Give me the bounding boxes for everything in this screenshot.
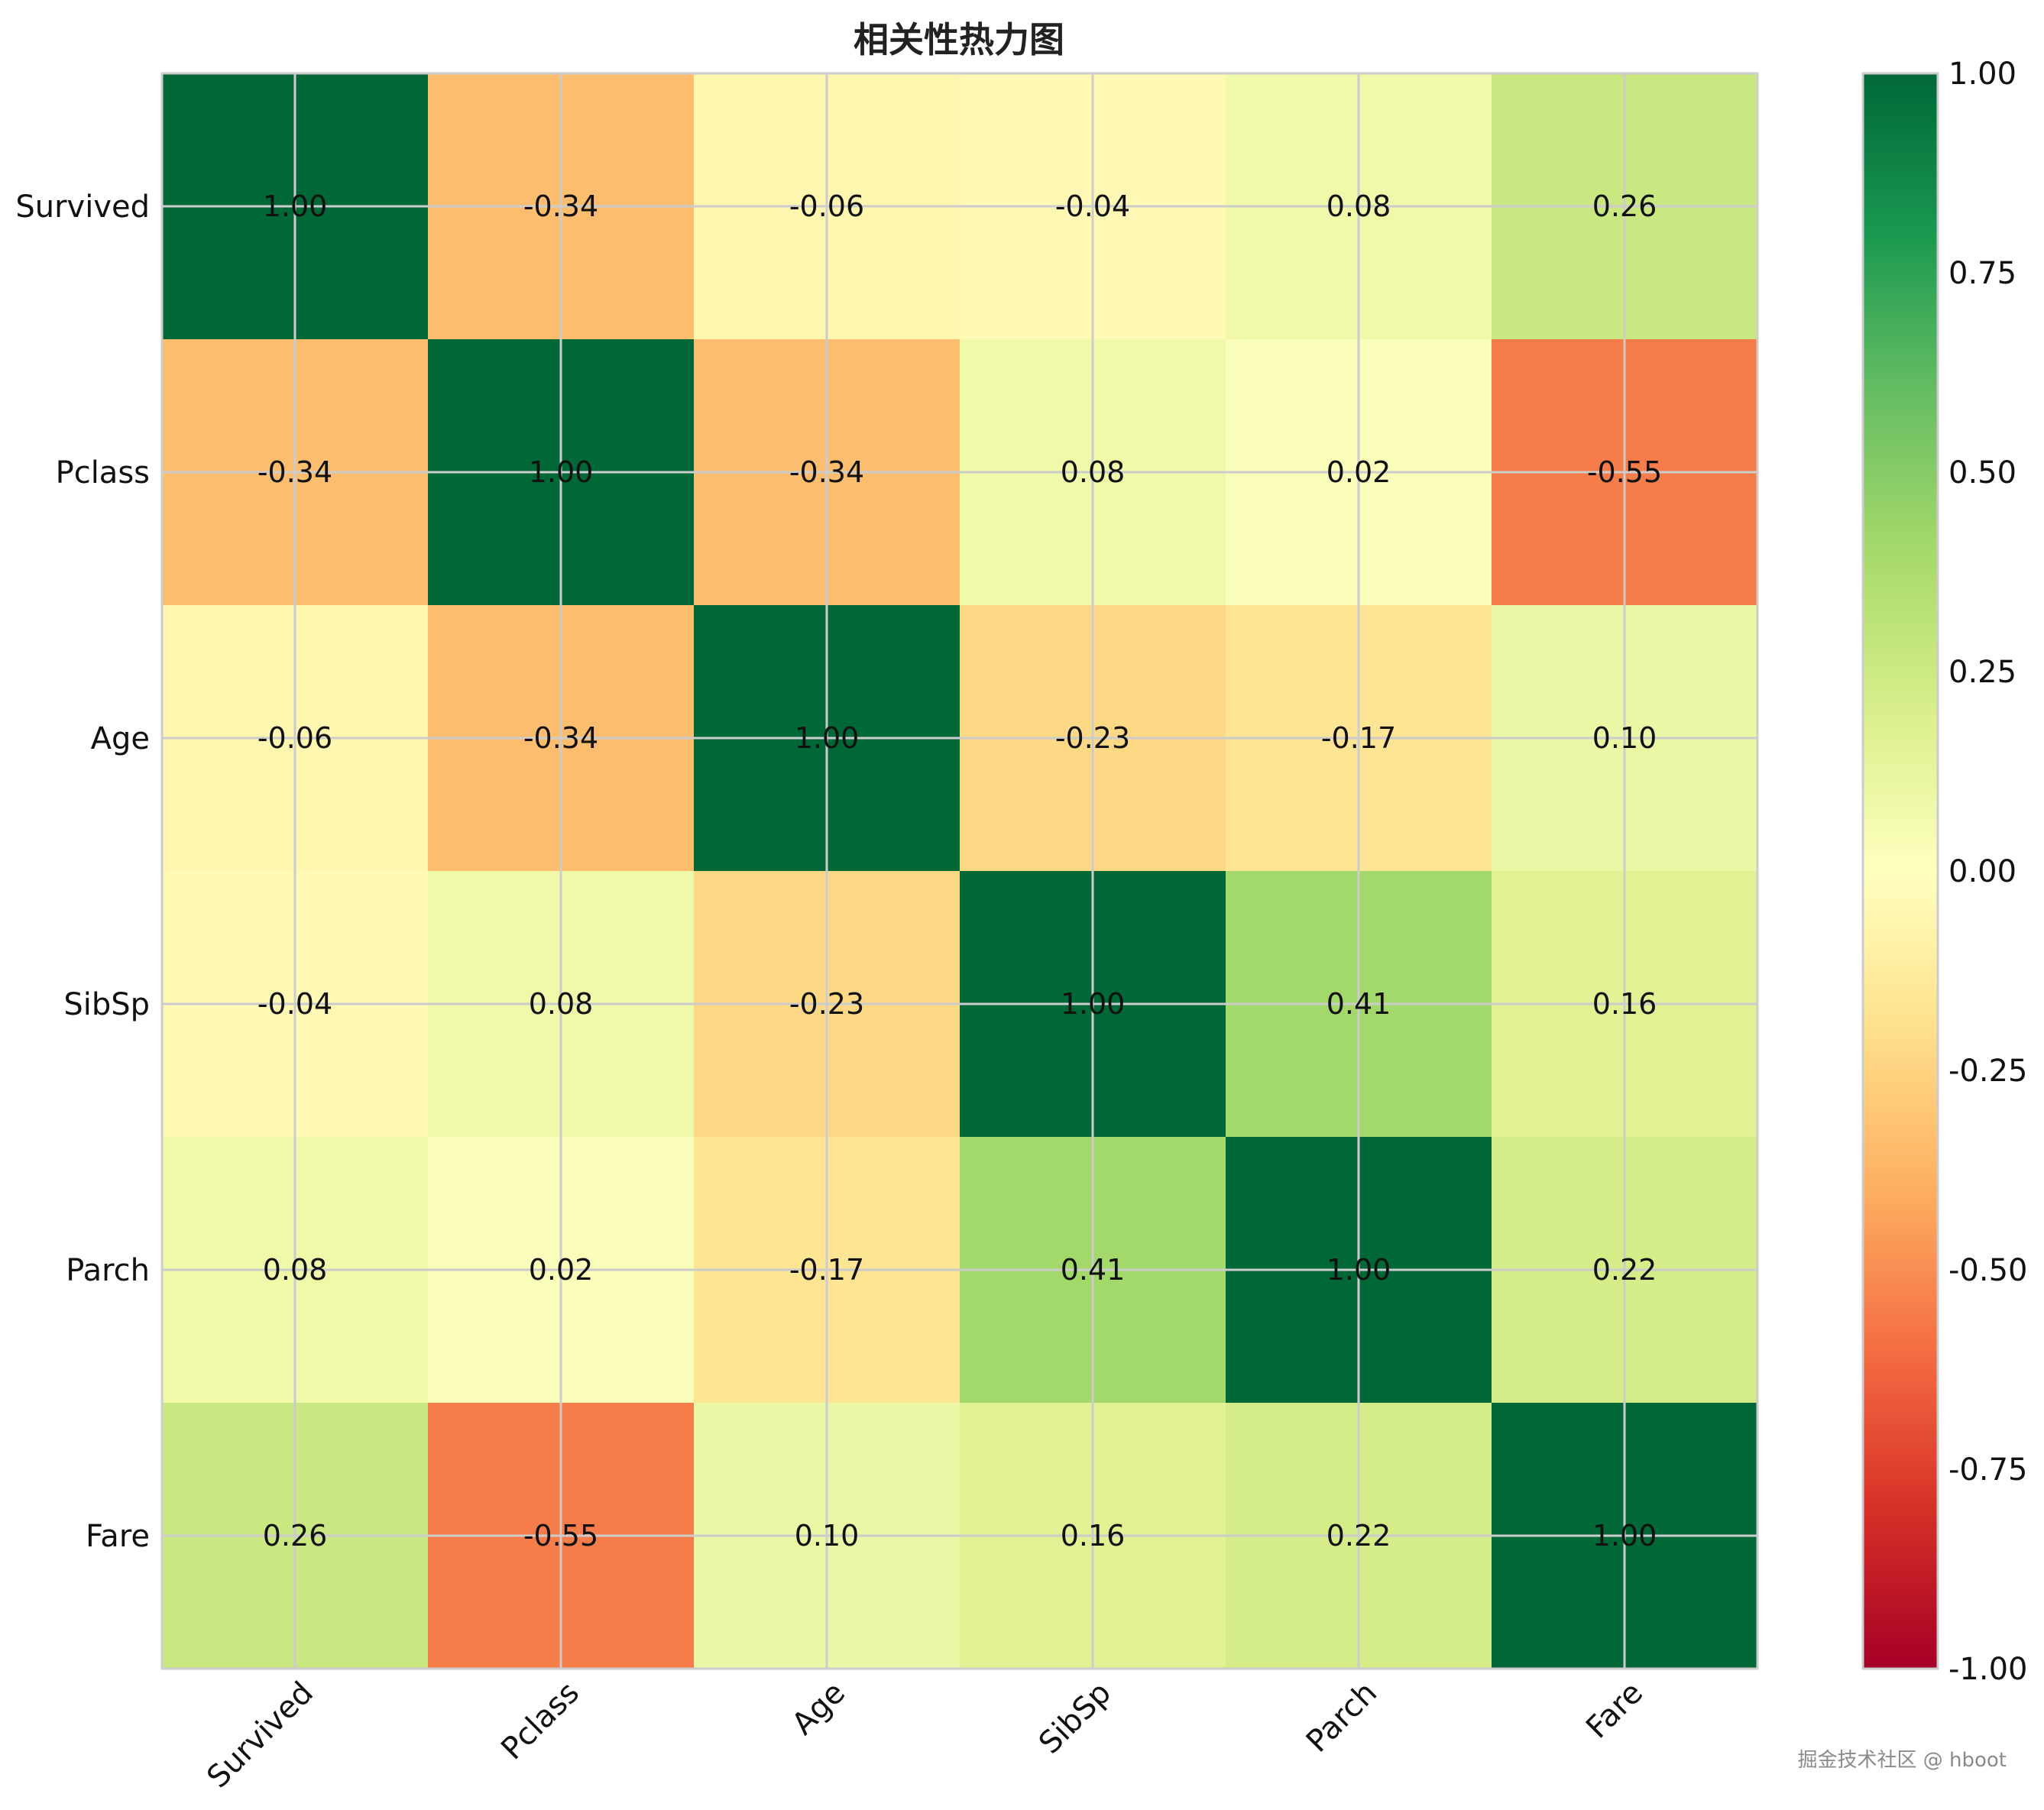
cell-value-label: 1.00 xyxy=(1592,1519,1657,1553)
cell-value-label: 0.08 xyxy=(1061,455,1126,489)
cell-value-label: 0.41 xyxy=(1326,987,1391,1021)
y-tick-label: Parch xyxy=(66,1253,150,1288)
colorbar-border xyxy=(1861,72,1939,1670)
cell-value-label: 1.00 xyxy=(795,721,860,755)
y-tick-label: SibSp xyxy=(63,987,150,1022)
colorbar-tick-label: 0.75 xyxy=(1948,256,2016,291)
cell-value-label: 0.16 xyxy=(1592,987,1657,1021)
cell-value-labels: 1.00 -0.34 -0.06 -0.04 0.08 0.26 -0.34 1.00 -0.3… xyxy=(258,189,1662,1553)
cell-value-label: 0.10 xyxy=(1592,721,1657,755)
cell-value-label: 0.41 xyxy=(1061,1253,1126,1287)
x-tick-label: Survived xyxy=(200,1676,320,1795)
cell-value-label: -0.34 xyxy=(789,455,864,489)
y-tick-label: Survived xyxy=(15,189,150,225)
y-tick-label: Fare xyxy=(86,1519,150,1554)
y-axis-ticks: Survived Pclass Age SibSp Parch Fare xyxy=(15,189,150,1554)
cell-value-label: 0.02 xyxy=(529,1253,594,1287)
cell-value-label: 1.00 xyxy=(263,189,328,223)
colorbar-tick-label: -1.00 xyxy=(1948,1652,2028,1687)
cell-value-label: -0.06 xyxy=(789,189,864,223)
x-tick-label: Age xyxy=(786,1676,852,1742)
watermark: 掘金技术社区 @ hboot xyxy=(1797,1749,2007,1772)
cell-value-label: -0.04 xyxy=(1055,189,1130,223)
cell-value-label: 0.22 xyxy=(1326,1519,1391,1553)
cell-value-label: -0.17 xyxy=(1321,721,1396,755)
chart-title: 相关性热力图 xyxy=(854,19,1064,60)
cell-value-label: 0.02 xyxy=(1326,455,1391,489)
colorbar-tick-label: -0.75 xyxy=(1948,1452,2028,1488)
x-tick-label: Parch xyxy=(1300,1676,1384,1760)
cell-value-label: 0.10 xyxy=(795,1519,860,1553)
cell-value-label: -0.55 xyxy=(523,1519,598,1553)
cell-value-label: 0.26 xyxy=(263,1519,328,1553)
cell-value-label: 1.00 xyxy=(1326,1253,1391,1287)
cell-value-label: 0.08 xyxy=(263,1253,328,1287)
cell-value-label: 1.00 xyxy=(1061,987,1126,1021)
x-axis-ticks: Survived Pclass Age SibSp Parch Fare xyxy=(200,1676,1650,1795)
cell-value-label: 0.08 xyxy=(1326,189,1391,223)
colorbar-tick-label: 1.00 xyxy=(1948,57,2016,92)
cell-value-label: 1.00 xyxy=(529,455,594,489)
x-tick-label: Fare xyxy=(1579,1676,1650,1746)
cell-value-label: -0.17 xyxy=(789,1253,864,1287)
cell-value-label: -0.34 xyxy=(523,189,598,223)
colorbar-tick-label: 0.25 xyxy=(1948,655,2016,690)
heatmap-cells xyxy=(162,73,1758,1669)
plot-border xyxy=(160,72,1759,1670)
x-tick-label: Pclass xyxy=(494,1676,586,1767)
cell-value-label: 0.22 xyxy=(1592,1253,1657,1287)
cell-value-label: -0.04 xyxy=(258,987,332,1021)
cell-value-label: -0.34 xyxy=(258,455,332,489)
colorbar-tick-label: 0.00 xyxy=(1948,854,2016,889)
cell-value-label: 0.08 xyxy=(529,987,594,1021)
y-tick-label: Age xyxy=(91,721,150,756)
cell-value-label: -0.06 xyxy=(258,721,332,755)
colorbar-tick-label: 0.50 xyxy=(1948,455,2016,491)
cell-value-label: -0.55 xyxy=(1587,455,1662,489)
cell-value-label: -0.34 xyxy=(523,721,598,755)
x-tick-label: SibSp xyxy=(1032,1676,1118,1761)
y-tick-label: Pclass xyxy=(56,455,150,491)
cell-value-label: -0.23 xyxy=(789,987,864,1021)
colorbar-gradient xyxy=(1863,73,1938,1669)
cell-value-label: 0.16 xyxy=(1061,1519,1126,1553)
colorbar: 1.00 0.75 0.50 0.25 0.00 -0.25 -0.50 -0.75 -1.00 xyxy=(1861,57,2028,1687)
cell-value-label: 0.26 xyxy=(1592,189,1657,223)
colorbar-tick-label: -0.50 xyxy=(1948,1253,2028,1288)
heatmap-grid xyxy=(162,73,1757,1669)
cell-value-label: -0.23 xyxy=(1055,721,1130,755)
colorbar-tick-label: -0.25 xyxy=(1948,1054,2028,1089)
